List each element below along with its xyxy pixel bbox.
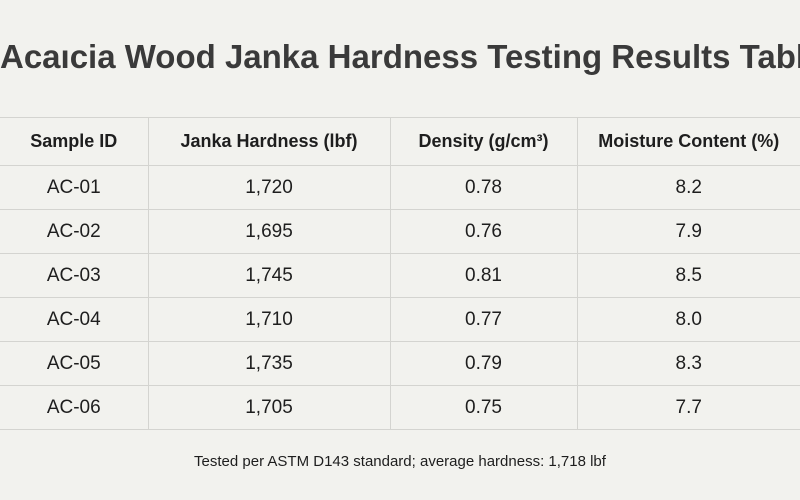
table-cell: 0.78	[389, 165, 578, 210]
table-row: AC-03 1,745 0.81 8.5	[0, 253, 800, 298]
table-cell: 1,720	[147, 165, 391, 210]
table-cell: 1,710	[147, 297, 391, 342]
table-cell: AC-06	[0, 385, 149, 430]
table-cell: 8.3	[576, 341, 800, 386]
table-cell: 1,745	[147, 253, 391, 298]
table-cell: 1,695	[147, 209, 391, 254]
table-cell: AC-03	[0, 253, 149, 298]
table-row: AC-04 1,710 0.77 8.0	[0, 297, 800, 342]
table-cell: 0.76	[389, 209, 578, 254]
title: Acaıcia Wood Janka Hardness Testing Resu…	[0, 38, 800, 75]
table-cell: 7.9	[576, 209, 800, 254]
table-row: AC-02 1,695 0.76 7.9	[0, 209, 800, 254]
table-cell: 0.79	[389, 341, 578, 386]
table-cell: 0.81	[389, 253, 578, 298]
column-header: Janka Hardness (lbf)	[147, 117, 391, 166]
table-row: AC-06 1,705 0.75 7.7	[0, 385, 800, 430]
table-cell: 7.7	[576, 385, 800, 430]
table-cell: AC-04	[0, 297, 149, 342]
column-header: Density (g/cm³)	[389, 117, 578, 166]
table-body: AC-01 1,720 0.78 8.2 AC-02 1,695 0.76 7.9 AC-03 1…	[0, 165, 800, 430]
column-header: Moisture Content (%)	[576, 117, 800, 166]
table-cell: AC-05	[0, 341, 149, 386]
footnote: Tested per ASTM D143 standard; average h…	[194, 453, 606, 470]
table-cell: 8.2	[576, 165, 800, 210]
table-cell: 1,735	[147, 341, 391, 386]
table-cell: AC-01	[0, 165, 149, 210]
table-row: AC-05 1,735 0.79 8.3	[0, 341, 800, 386]
table-cell: 8.0	[576, 297, 800, 342]
table-cell: 0.77	[389, 297, 578, 342]
table-cell: 0.75	[389, 385, 578, 430]
table-cell: AC-02	[0, 209, 149, 254]
header-row: Sample ID Janka Hardness (lbf) Density (g/…	[0, 117, 800, 166]
table-cell: 1,705	[147, 385, 391, 430]
results-table: Sample ID Janka Hardness (lbf) Density (g/…	[0, 117, 800, 430]
table-cell: 8.5	[576, 253, 800, 298]
table-row: AC-01 1,720 0.78 8.2	[0, 165, 800, 210]
column-header: Sample ID	[0, 117, 149, 166]
